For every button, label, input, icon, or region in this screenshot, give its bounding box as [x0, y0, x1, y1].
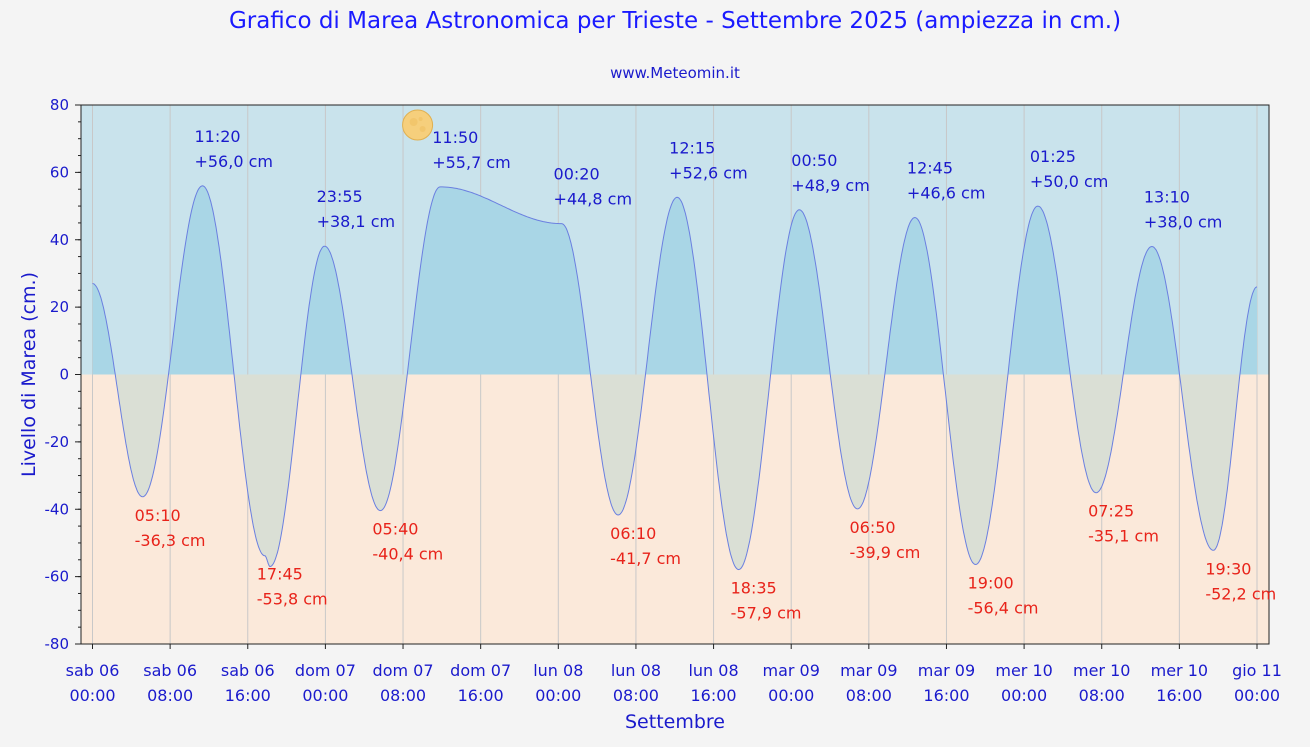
high-tide-time: 00:20 — [554, 165, 600, 184]
x-tick-time: 16:00 — [691, 686, 737, 705]
x-tick-day: sab 06 — [221, 661, 275, 680]
chart-title: Grafico di Marea Astronomica per Trieste… — [228, 8, 1122, 34]
low-tide-time: 05:10 — [135, 506, 181, 525]
x-tick-time: 00:00 — [302, 686, 348, 705]
low-tide-value: -35,1 cm — [1088, 527, 1159, 546]
x-tick-day: mer 10 — [995, 661, 1052, 680]
high-tide-value: +52,6 cm — [669, 163, 748, 182]
high-tide-value: +56,0 cm — [194, 152, 273, 171]
y-tick-label: 0 — [59, 366, 69, 384]
x-tick-day: sab 06 — [66, 661, 120, 680]
x-tick-day: gio 11 — [1232, 661, 1282, 680]
tide-area-negative — [92, 374, 1257, 570]
low-tide-time: 18:35 — [731, 579, 777, 598]
low-tide-time: 06:50 — [850, 518, 896, 537]
y-tick-label: 20 — [50, 298, 69, 316]
x-tick-time: 00:00 — [1001, 686, 1047, 705]
low-tide-time: 07:25 — [1088, 502, 1134, 521]
x-tick-day: dom 07 — [295, 661, 356, 680]
x-tick-day: mer 10 — [1073, 661, 1130, 680]
low-tide-value: -57,9 cm — [731, 604, 802, 623]
high-tide-value: +46,6 cm — [907, 184, 986, 203]
y-tick-label: -40 — [45, 500, 70, 518]
high-tide-time: 00:50 — [791, 151, 837, 170]
x-tick-time: 16:00 — [225, 686, 271, 705]
high-tide-time: 13:10 — [1144, 187, 1190, 206]
low-tide-time: 05:40 — [372, 520, 418, 539]
high-tide-time: 12:45 — [907, 159, 953, 178]
tide-area-positive — [92, 185, 1257, 375]
x-tick-time: 08:00 — [846, 686, 892, 705]
x-tick-day: mar 09 — [762, 661, 819, 680]
x-tick-time: 00:00 — [768, 686, 814, 705]
x-tick-day: lun 08 — [688, 661, 738, 680]
high-tide-value: +48,9 cm — [791, 176, 870, 195]
low-tide-value: -52,2 cm — [1205, 584, 1276, 603]
x-tick-day: sab 06 — [143, 661, 197, 680]
x-tick-time: 08:00 — [1079, 686, 1125, 705]
low-tide-value: -36,3 cm — [135, 531, 206, 550]
high-tide-value: +55,7 cm — [432, 153, 511, 172]
low-tide-time: 06:10 — [610, 524, 656, 543]
low-tide-time: 19:30 — [1205, 559, 1251, 578]
low-tide-value: -56,4 cm — [968, 598, 1039, 617]
high-tide-value: +50,0 cm — [1030, 172, 1109, 191]
chart-subtitle: www.Meteomin.it — [610, 64, 740, 82]
full-moon-icon — [402, 109, 434, 141]
x-tick-time: 16:00 — [923, 686, 969, 705]
x-tick-day: dom 07 — [450, 661, 511, 680]
x-tick-time: 08:00 — [613, 686, 659, 705]
x-tick-time: 00:00 — [69, 686, 115, 705]
x-tick-time: 08:00 — [380, 686, 426, 705]
x-tick-time: 00:00 — [535, 686, 581, 705]
x-tick-day: lun 08 — [533, 661, 583, 680]
y-tick-label: -80 — [45, 635, 70, 653]
x-tick-time: 00:00 — [1234, 686, 1280, 705]
y-tick-label: 40 — [50, 231, 69, 249]
high-tide-time: 01:25 — [1030, 147, 1076, 166]
x-tick-day: lun 08 — [611, 661, 661, 680]
y-tick-label: -60 — [45, 568, 70, 586]
high-tide-value: +38,0 cm — [1144, 212, 1223, 231]
x-tick-time: 08:00 — [147, 686, 193, 705]
x-tick-day: mar 09 — [840, 661, 897, 680]
low-tide-time: 17:45 — [257, 565, 303, 584]
high-tide-time: 11:20 — [194, 127, 240, 146]
high-tide-time: 12:15 — [669, 138, 715, 157]
y-axis-label: Livello di Marea (cm.) — [18, 272, 40, 477]
x-tick-day: mer 10 — [1151, 661, 1208, 680]
x-axis-label: Settembre — [625, 711, 725, 733]
low-tide-value: -41,7 cm — [610, 549, 681, 568]
high-tide-value: +44,8 cm — [554, 190, 633, 209]
x-tick-day: dom 07 — [373, 661, 434, 680]
low-tide-time: 19:00 — [968, 573, 1014, 592]
low-tide-value: -40,4 cm — [372, 545, 443, 564]
high-tide-time: 23:55 — [317, 187, 363, 206]
high-tide-value: +38,1 cm — [317, 212, 396, 231]
low-tide-value: -53,8 cm — [257, 590, 328, 609]
y-tick-label: 60 — [50, 163, 69, 181]
low-tide-value: -39,9 cm — [850, 543, 921, 562]
x-tick-time: 16:00 — [1156, 686, 1202, 705]
x-tick-day: mar 09 — [918, 661, 975, 680]
x-tick-time: 16:00 — [458, 686, 504, 705]
y-tick-label: -20 — [45, 433, 70, 451]
high-tide-time: 11:50 — [432, 128, 478, 147]
y-tick-label: 80 — [50, 96, 69, 114]
tide-line — [92, 185, 1258, 571]
